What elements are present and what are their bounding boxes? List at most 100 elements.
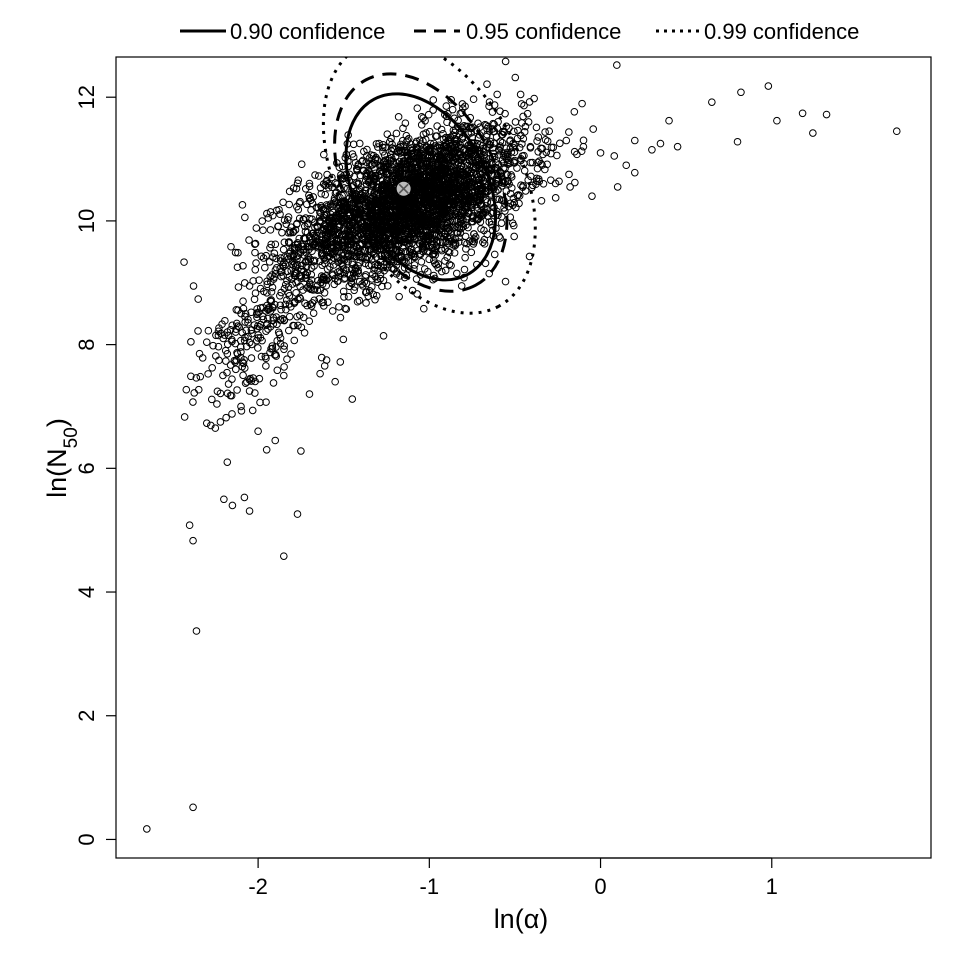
data-point: [515, 143, 524, 152]
data-point: [358, 280, 366, 288]
data-point: [284, 216, 292, 224]
data-point: [428, 250, 437, 259]
data-point: [498, 138, 507, 147]
data-point: [204, 326, 213, 335]
data-point: [283, 355, 291, 364]
data-point: [378, 282, 386, 291]
data-point: [296, 311, 304, 319]
data-point: [263, 277, 271, 286]
data-point: [509, 221, 518, 230]
data-point: [391, 225, 399, 234]
data-point: [413, 165, 422, 173]
data-point: [345, 282, 354, 291]
data-point: [437, 183, 446, 192]
data-point: [296, 294, 305, 303]
data-point: [239, 371, 247, 380]
data-point: [489, 119, 497, 128]
data-point: [467, 248, 476, 257]
data-point: [276, 210, 284, 219]
data-point: [366, 159, 374, 168]
data-point: [297, 160, 306, 169]
data-point: [499, 127, 507, 136]
data-point: [431, 216, 439, 224]
data-point: [338, 261, 347, 269]
data-point: [438, 215, 447, 223]
data-point: [357, 247, 365, 256]
data-point: [348, 395, 357, 403]
data-point: [234, 248, 242, 257]
y-axis-title: ln(N50): [42, 418, 82, 498]
data-point: [507, 171, 515, 179]
data-point: [220, 495, 228, 504]
data-point: [443, 118, 451, 127]
data-point: [419, 304, 428, 313]
data-point: [417, 229, 426, 238]
data-point: [501, 57, 510, 66]
data-point: [285, 200, 293, 209]
data-point: [238, 358, 247, 366]
data-point: [261, 263, 269, 272]
data-point: [293, 510, 302, 518]
data-point: [346, 220, 355, 229]
data-point: [407, 149, 416, 158]
y-tick-label: 2: [74, 710, 99, 722]
data-point: [673, 142, 682, 151]
data-point: [610, 152, 619, 160]
data-point: [293, 202, 301, 211]
data-point: [213, 387, 222, 396]
data-point: [317, 202, 325, 210]
data-point: [366, 203, 375, 212]
data-point: [442, 133, 450, 142]
data-point: [447, 261, 455, 270]
data-point: [479, 238, 487, 247]
data-point: [437, 197, 446, 206]
data-point: [444, 152, 453, 161]
data-point: [232, 306, 241, 314]
data-point: [287, 275, 296, 283]
data-point: [321, 190, 330, 199]
data-point: [562, 136, 571, 145]
data-point: [535, 157, 544, 165]
data-point: [310, 218, 319, 227]
data-point: [424, 267, 432, 276]
data-point: [367, 151, 375, 159]
data-point: [216, 418, 225, 426]
data-point: [429, 205, 437, 213]
y-axis-title-sub: 50: [61, 427, 82, 448]
data-point: [262, 445, 271, 454]
data-point: [429, 96, 438, 104]
data-point: [336, 199, 345, 207]
data-point: [267, 240, 275, 249]
data-point: [413, 176, 421, 185]
data-point: [331, 214, 339, 223]
data-point: [518, 140, 526, 148]
data-point: [312, 231, 321, 240]
data-point: [410, 261, 419, 269]
data-point: [386, 235, 394, 244]
data-point: [372, 140, 381, 148]
data-point: [380, 151, 389, 159]
data-point: [276, 301, 285, 310]
data-point: [424, 201, 433, 210]
data-point: [490, 139, 498, 148]
data-point: [319, 251, 328, 260]
data-point: [252, 224, 261, 232]
data-point: [377, 185, 386, 193]
data-point: [432, 220, 440, 229]
data-point: [233, 350, 242, 358]
data-point: [273, 366, 282, 375]
data-point: [458, 100, 467, 108]
data-point: [195, 349, 204, 358]
point-estimate: [396, 181, 411, 196]
data-point: [281, 300, 290, 309]
data-point: [465, 237, 474, 245]
data-point: [252, 336, 261, 345]
data-point: [301, 299, 309, 308]
data-point: [539, 179, 548, 188]
x-axis-title: ln(α): [494, 904, 549, 934]
data-point: [207, 421, 215, 430]
data-point: [415, 153, 424, 161]
data-point: [507, 148, 516, 156]
data-point: [297, 323, 306, 332]
data-point: [501, 207, 509, 215]
